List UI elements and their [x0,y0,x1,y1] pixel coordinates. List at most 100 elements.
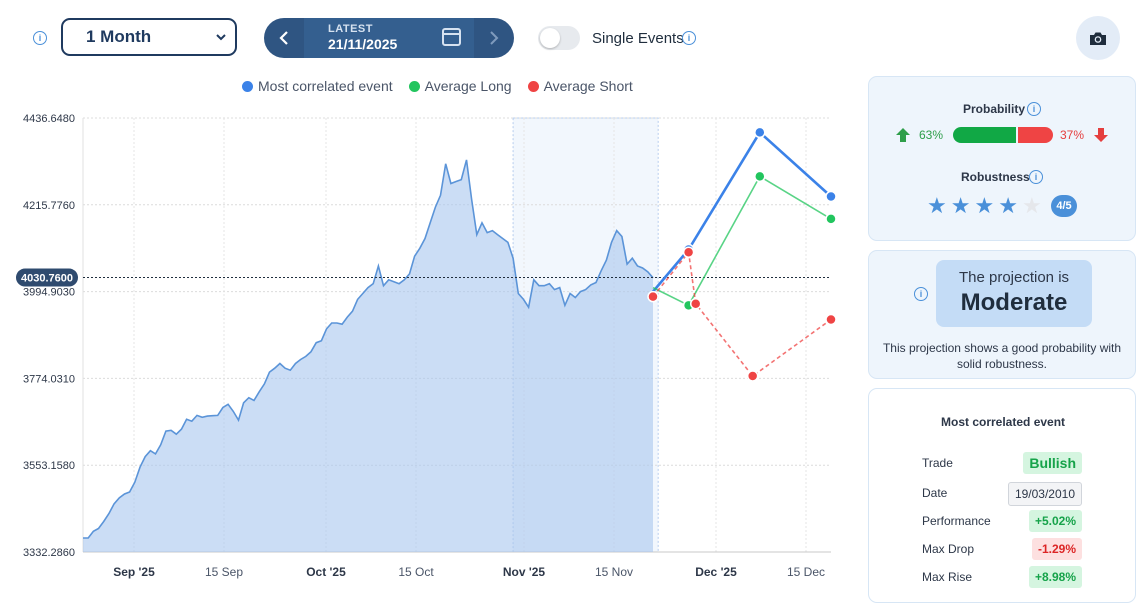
series-point [647,290,659,303]
event-row-label: Date [922,486,948,500]
chevron-down-icon [216,34,226,41]
event-row-max-drop: Max Drop -1.29% [922,537,1082,561]
y-tick-label: 3774.0310 [23,373,75,385]
series-point [754,170,766,183]
event-row-value: +8.98% [1028,566,1082,588]
price-chart[interactable]: 4436.6480 4215.7760 3994.9030 3774.0310 3553… [0,100,860,594]
event-row-trade: Trade Bullish [922,451,1082,475]
current-value-label: 4030.7600 [21,273,73,285]
toggle-knob [540,28,560,48]
event-title: Most correlated event [941,415,1066,429]
star-icon: ★ [1021,193,1042,218]
x-tick-label: Nov '25 [503,565,546,579]
x-tick-label: 15 Oct [398,565,434,579]
screenshot-button[interactable] [1076,16,1120,60]
x-tick-label: 15 Nov [595,565,633,579]
projection-card: i The projection is Moderate This projec… [868,250,1136,379]
legend-dot [242,80,253,92]
event-row-performance: Performance +5.02% [922,509,1082,533]
series-point [754,126,766,139]
next-date-button[interactable] [474,18,514,58]
probability-card: Probability i 63% 37% Robustness i ★ ★ ★ ★ ★… [868,76,1136,241]
series-point [689,297,702,310]
prev-date-button[interactable] [264,18,304,58]
date-picker[interactable]: LATEST 21/11/2025 [304,18,474,58]
range-select-value: 1 Month [86,27,152,46]
range-select[interactable]: 1 Month [61,18,237,56]
event-row-value: -1.29% [1031,538,1082,560]
series-point [682,246,695,259]
probability-down-pct: 37% [1060,128,1085,142]
series-line [652,175,832,307]
single-events-toggle[interactable] [538,26,580,50]
series-point [825,313,837,326]
robustness-score-badge: 4/5 [1051,195,1077,217]
chevron-left-icon [279,31,288,45]
y-tick-label: 4215.7760 [23,200,75,212]
history-line [83,159,654,539]
event-card: Most correlated event Trade Bullish Date… [868,388,1136,603]
event-row-value: +5.02% [1028,510,1082,532]
y-tick-label: 3994.9030 [23,287,75,299]
range-info-icon[interactable]: i [33,31,47,45]
legend-dot [408,80,420,92]
chevron-right-icon [490,31,499,45]
y-tick-label: 3553.1580 [23,460,75,472]
probability-down-fill [1018,127,1053,143]
legend-item-average-short[interactable]: Average Short [527,78,633,94]
calendar-icon[interactable] [442,28,461,46]
legend-dot [527,80,539,92]
y-tick-label: 4436.6480 [23,113,75,125]
event-row-label: Max Drop [922,542,975,556]
probability-info-icon[interactable]: i [1027,102,1041,116]
series-point [825,213,837,225]
projection-prefix: The projection is [958,269,1070,286]
history-area [83,159,653,552]
legend-label: Average Long [424,78,512,94]
event-row-value: Bullish [1023,452,1082,474]
event-row-label: Performance [922,514,991,528]
star-icon: ★ [998,193,1018,218]
y-tick-label: 3332.2860 [23,547,75,559]
x-tick-label: 15 Dec [787,565,825,579]
series-line [652,130,832,293]
projection-box: The projection is Moderate [936,260,1092,327]
event-row-label: Max Rise [922,570,973,584]
x-tick-label: Oct '25 [306,565,346,579]
star-icon: ★ [950,193,971,218]
series-line [652,250,832,378]
series-point [825,190,837,203]
x-tick-label: Dec '25 [695,565,737,579]
camera-icon [1090,32,1106,45]
latest-date: 21/11/2025 [328,36,398,52]
series-point [746,370,759,382]
latest-label: LATEST [328,23,373,35]
star-icon: ★ [927,193,947,218]
projection-info-icon[interactable]: i [914,287,928,301]
event-row-label: Trade [922,456,953,470]
arrow-up-icon [896,128,910,142]
probability-title: Probability [963,102,1026,116]
x-tick-label: 15 Sep [205,565,243,579]
legend-item-average-long[interactable]: Average Long [408,78,512,94]
single-events-label: Single Events [592,30,684,47]
legend-item-most-correlated[interactable]: Most correlated event [242,78,393,94]
robustness-info-icon[interactable]: i [1029,170,1043,184]
date-navigator: LATEST 21/11/2025 [264,18,514,58]
event-row-date: Date 19/03/2010 [922,481,1082,506]
probability-bar [953,127,1053,143]
x-tick-label: Sep '25 [113,565,155,579]
arrow-down-icon [1094,128,1108,142]
chart-legend: Most correlated event Average Long Avera… [242,78,633,94]
legend-label: Average Short [543,78,633,94]
event-row-max-rise: Max Rise +8.98% [922,565,1082,589]
probability-up-fill [953,127,1016,143]
legend-label: Most correlated event [258,78,393,94]
projection-value: Moderate [960,289,1068,316]
current-value-badge [16,268,78,287]
robustness-title: Robustness [961,170,1030,184]
robustness-stars: ★ ★ ★ ★ ★ [927,195,1042,217]
projection-description: This projection shows a good probability… [882,341,1122,371]
event-row-value: 19/03/2010 [1007,482,1082,506]
single-events-info-icon[interactable]: i [682,31,696,45]
